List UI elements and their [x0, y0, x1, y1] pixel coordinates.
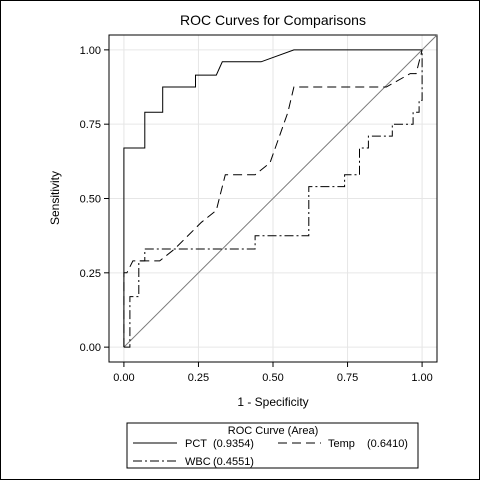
y-tick-label: 0.50	[80, 194, 101, 206]
legend-label-temp: Temp	[328, 438, 355, 450]
y-tick-label: 0.00	[80, 342, 101, 354]
series-line-pct	[123, 49, 423, 348]
y-tick-label: 1.00	[80, 45, 101, 57]
legend: ROC Curve (Area) PCT (0.9354) Temp (0.64…	[126, 422, 419, 469]
y-tick-label: 0.25	[80, 268, 101, 280]
series-line-wbc	[123, 49, 423, 348]
legend-title: ROC Curve (Area)	[228, 425, 318, 437]
x-tick-label: 1.00	[411, 372, 432, 384]
y-axis: 0.00 0.25 0.50 0.75 1.00	[80, 45, 109, 354]
x-tick-label: 0.50	[262, 372, 283, 384]
legend-box	[126, 422, 419, 469]
series-line-temp	[123, 49, 423, 348]
x-tick-label: 0.25	[188, 372, 209, 384]
legend-label-wbc: WBC	[185, 456, 211, 468]
x-tick-label: 0.00	[113, 372, 134, 384]
chart-title: ROC Curves for Comparisons	[180, 12, 366, 28]
legend-area-pct: (0.9354)	[213, 438, 254, 450]
x-tick-label: 0.75	[337, 372, 358, 384]
y-axis-label: Sensitivity	[48, 171, 62, 225]
y-tick-label: 0.75	[80, 119, 101, 131]
reference-diagonal	[123, 34, 438, 348]
legend-label-pct: PCT	[185, 438, 207, 450]
legend-area-wbc: (0.4551)	[213, 456, 254, 468]
legend-area-temp: (0.6410)	[367, 438, 408, 450]
x-axis: 0.00 0.25 0.50 0.75 1.00	[113, 362, 433, 384]
x-axis-label: 1 - Specificity	[237, 395, 308, 409]
series-lines	[123, 49, 423, 348]
